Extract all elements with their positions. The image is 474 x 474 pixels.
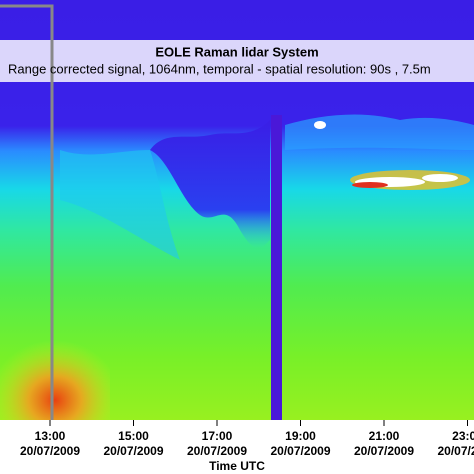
lidar-image	[0, 0, 474, 420]
x-tick-date: 20/07/2009	[270, 444, 330, 458]
x-tick-date: 20/07/2009	[437, 444, 474, 458]
x-tick-date: 20/07/2009	[354, 444, 414, 458]
chart-title: EOLE Raman lidar System	[155, 44, 318, 59]
x-axis-label: Time UTC	[209, 459, 265, 473]
chart-subtitle: Range corrected signal, 1064nm, temporal…	[8, 61, 431, 76]
x-tick-date: 20/07/2009	[20, 444, 80, 458]
x-tick-date: 20/07/2009	[187, 444, 247, 458]
x-tick-date: 20/07/2009	[103, 444, 163, 458]
x-tick-label: 17:00	[202, 429, 233, 443]
x-tick-label: 15:00	[118, 429, 149, 443]
x-tick-label: 21:00	[369, 429, 400, 443]
x-tick-label: 23:00	[452, 429, 474, 443]
x-tick-label: 19:00	[285, 429, 316, 443]
x-tick-label: 13:00	[35, 429, 66, 443]
